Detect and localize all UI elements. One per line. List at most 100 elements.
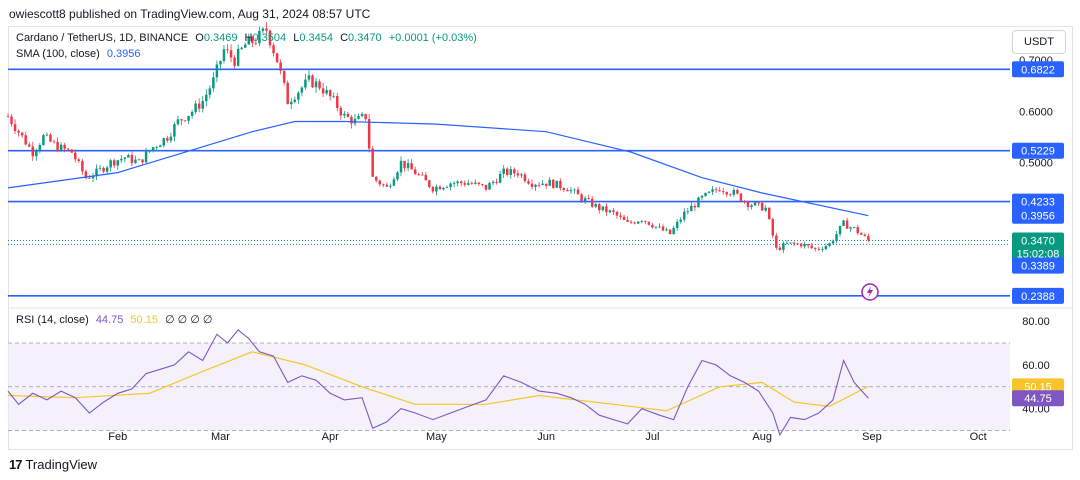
alert-icon[interactable] xyxy=(861,283,879,301)
candle-body xyxy=(470,183,474,184)
price-tick-label: 0.6000 xyxy=(1019,106,1053,118)
candle-body xyxy=(17,130,20,133)
candle-body xyxy=(502,168,505,174)
horizontal-levels xyxy=(8,68,1010,297)
rsi-tick-label: 40.00 xyxy=(1022,404,1050,416)
candle-body xyxy=(806,244,810,246)
x-tick-label: Sep xyxy=(862,431,882,443)
candle-body xyxy=(527,181,530,184)
candle-body xyxy=(814,247,817,249)
candle-body xyxy=(668,229,672,235)
candle-body xyxy=(757,202,760,204)
tradingview-footer[interactable]: 17 TradingView xyxy=(9,457,97,472)
candle-body xyxy=(509,169,513,175)
candle-body xyxy=(435,186,438,192)
rsi-tag-bg xyxy=(1012,390,1064,407)
rsi-ma-value: 50.15 xyxy=(130,314,158,326)
candle-body xyxy=(530,183,534,187)
candle-body xyxy=(552,179,555,188)
candle-body xyxy=(364,114,367,120)
candle-body xyxy=(491,181,495,184)
candle-body xyxy=(838,225,842,235)
candle-body xyxy=(134,159,137,163)
candle-body xyxy=(449,183,452,188)
candle-body xyxy=(279,62,282,71)
candle-body xyxy=(112,160,116,166)
candle-body xyxy=(665,229,668,231)
candle-body xyxy=(339,107,343,116)
tradingview-brand: TradingView xyxy=(25,457,98,472)
rsi-tag: 44.75 xyxy=(1024,393,1052,405)
close-value: 0.3470 xyxy=(348,32,382,44)
candle-body xyxy=(438,186,442,190)
candle-body xyxy=(860,233,863,235)
candle-body xyxy=(137,159,141,161)
candle-body xyxy=(821,249,824,250)
candle-body xyxy=(38,144,42,151)
candle-body xyxy=(56,141,59,152)
price-tag-bg xyxy=(1012,245,1064,262)
candle-body xyxy=(24,135,27,145)
candle-body xyxy=(562,188,566,190)
candle-body xyxy=(760,202,764,211)
candle-body xyxy=(513,169,516,174)
candle-body xyxy=(647,221,651,225)
candle-body xyxy=(640,220,644,222)
price-tag: 0.6822 xyxy=(1021,64,1055,76)
rsi-legend: RSI (14, close) 44.75 50.15 ∅ ∅ ∅ ∅ xyxy=(16,313,213,326)
candle-body xyxy=(477,182,481,185)
candle-body xyxy=(205,94,208,102)
x-tick-label: May xyxy=(426,431,447,443)
candle-body xyxy=(753,202,757,206)
publisher-line: owiescott8 published on TradingView.com,… xyxy=(9,7,371,21)
candle-body xyxy=(20,132,24,136)
candle-body xyxy=(151,147,155,151)
candle-body xyxy=(318,81,321,89)
candle-body xyxy=(679,219,682,222)
candle-body xyxy=(282,70,286,83)
candle-body xyxy=(605,206,608,213)
currency-button[interactable]: USDT xyxy=(1012,30,1066,54)
candle-body xyxy=(236,48,240,66)
price-tag: 0.3470 xyxy=(1021,236,1055,248)
candle-body xyxy=(155,147,158,148)
chart-frame xyxy=(8,26,1073,450)
candle-body xyxy=(396,172,399,180)
candle-body xyxy=(428,180,431,187)
candle-body xyxy=(598,204,601,211)
rsi-line xyxy=(7,329,869,437)
candle-body xyxy=(852,227,856,228)
candle-body xyxy=(176,119,180,125)
candle-body xyxy=(403,160,406,168)
candle-body xyxy=(91,176,95,179)
candle-body xyxy=(743,201,746,202)
candle-body xyxy=(265,28,268,31)
candle-body xyxy=(360,114,364,117)
candle-body xyxy=(102,167,105,172)
candle-body xyxy=(505,168,509,175)
candle-body xyxy=(849,227,852,229)
candle-body xyxy=(81,160,84,172)
candle-body xyxy=(831,241,835,244)
candle-body xyxy=(233,57,236,66)
rsi-value: 44.75 xyxy=(95,314,124,326)
candle-body xyxy=(417,174,420,176)
price-tag-bg xyxy=(1012,232,1064,249)
candle-body xyxy=(378,180,382,185)
candle-body xyxy=(197,103,201,109)
candle-body xyxy=(867,235,870,241)
candle-body xyxy=(148,150,151,152)
open-value: 0.3469 xyxy=(203,32,238,44)
rsi-tick-label: 60.00 xyxy=(1022,360,1050,372)
x-tick-label: Oct xyxy=(970,431,987,443)
candle-body xyxy=(63,144,66,149)
candle-body xyxy=(336,95,339,108)
candle-body xyxy=(746,201,750,207)
sma-label: SMA (100, close) xyxy=(16,48,100,60)
candle-body xyxy=(116,160,119,166)
candle-body xyxy=(810,245,813,248)
candle-body xyxy=(796,243,799,245)
candle-body xyxy=(180,119,183,121)
candle-body xyxy=(484,184,488,190)
